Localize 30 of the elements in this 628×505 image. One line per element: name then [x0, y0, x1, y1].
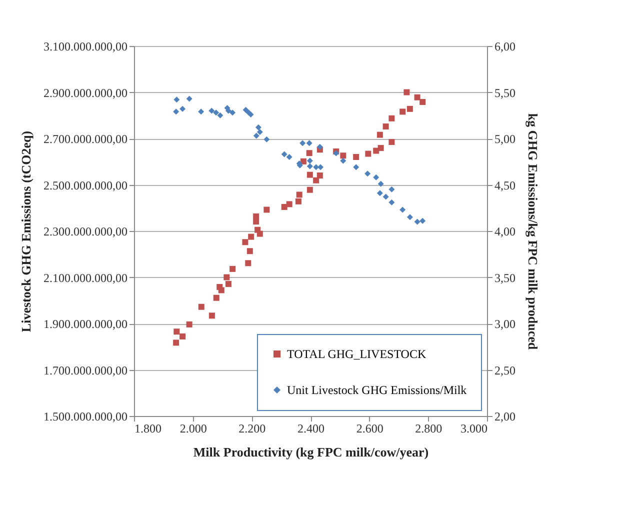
- y-tick-label: 2.700.000.000,00: [44, 132, 128, 146]
- x-tick-label: 2.600: [356, 422, 384, 436]
- y2-tick-label: 5,50: [494, 86, 516, 100]
- y2-tick-label: 3,50: [494, 270, 516, 285]
- x-tick-label: 3.000: [460, 422, 488, 436]
- y-tick-label: 1.500.000.000,00: [44, 410, 128, 424]
- y2-tick-label: 3,00: [494, 317, 516, 331]
- y-tick-label: 2.500.000.000,00: [44, 178, 128, 192]
- y2-tick-label: 2,00: [494, 410, 516, 424]
- y2-axis-title: kg GHG Emissions/kg FPC milk produced: [526, 113, 540, 350]
- y2-tick-label: 5,00: [494, 132, 516, 146]
- y-tick-label: 2.300.000.000,00: [44, 224, 128, 238]
- x-tick-label: 2.000: [180, 422, 207, 436]
- y-tick-label: 1.900.000.000,00: [44, 317, 128, 331]
- x-axis-title: Milk Productivity (kg FPC milk/cow/year): [193, 444, 429, 460]
- y-tick-label: 1.700.000.000,00: [44, 363, 128, 378]
- y-tick-label: 2.900.000.000,00: [44, 86, 128, 100]
- y2-tick-label: 4,00: [494, 224, 516, 238]
- y-tick-label: 2.100.000.000,00: [44, 270, 128, 285]
- y2-tick-label: 6,00: [494, 40, 516, 54]
- x-tick-label: 2.400: [298, 422, 324, 436]
- legend-label: TOTAL GHG_LIVESTOCK: [287, 347, 426, 361]
- x-tick-label: 2.200: [238, 422, 266, 436]
- legend-label: Unit Livestock GHG Emissions/Milk: [287, 383, 467, 397]
- x-tick-label: 1.800: [134, 422, 162, 436]
- y2-tick-label: 4,50: [494, 178, 516, 192]
- y2-tick-label: 2,50: [494, 363, 516, 378]
- y-axis-title: Livestock GHG Emissions (tCO2eq): [18, 130, 34, 332]
- y-tick-label: 3.100.000.000,00: [44, 40, 128, 54]
- x-tick-label: 2.800: [415, 422, 442, 436]
